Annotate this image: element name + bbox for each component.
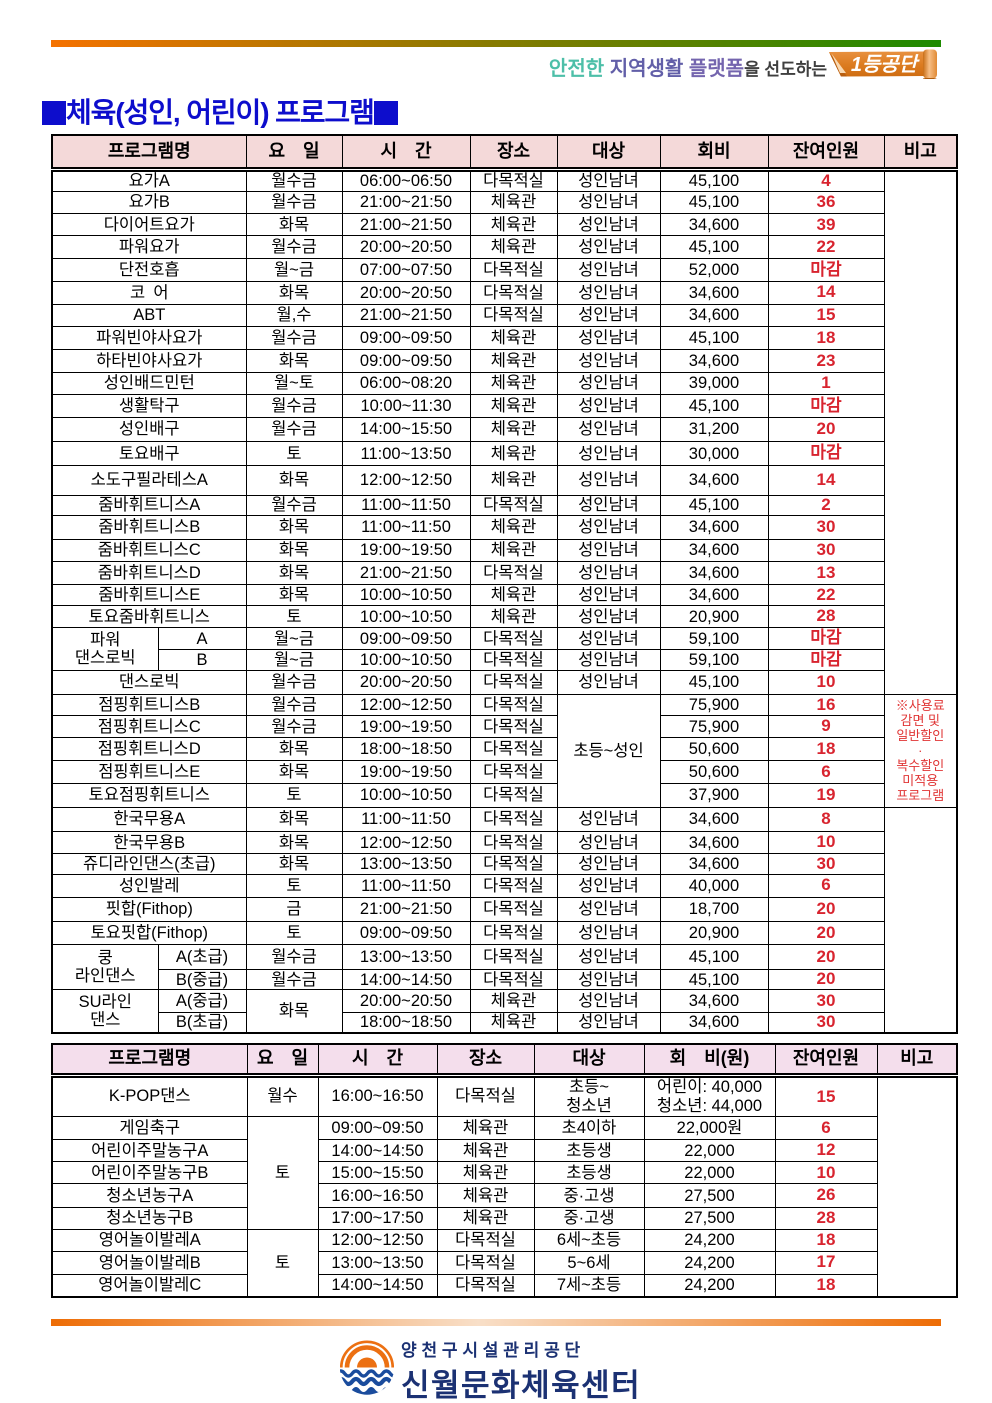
svg-text:1등공단: 1등공단: [851, 54, 920, 76]
